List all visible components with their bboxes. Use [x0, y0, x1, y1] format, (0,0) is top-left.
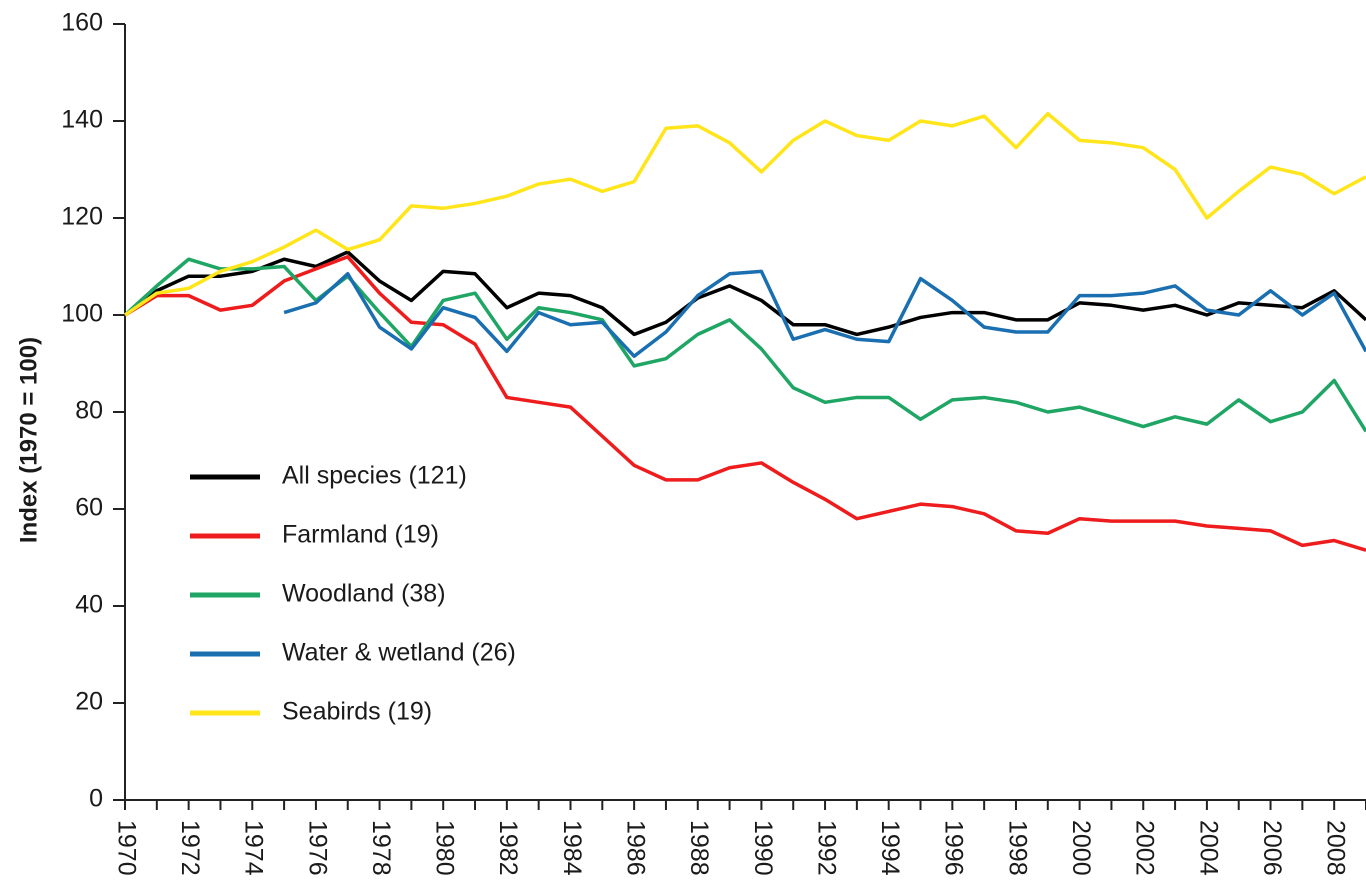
x-tick-label: 1982: [494, 820, 522, 876]
x-tick-label: 1972: [176, 820, 204, 876]
x-tick-label: 1976: [303, 820, 331, 876]
legend-label: Seabirds (19): [282, 698, 432, 726]
y-tick-label: 120: [61, 203, 103, 231]
y-tick-label: 20: [75, 688, 103, 716]
x-tick-label: 1978: [367, 820, 395, 876]
series-line: [123, 257, 1366, 433]
x-tick-label: 1970: [112, 820, 140, 876]
legend-label: All species (121): [282, 462, 467, 490]
series-line: [123, 250, 1366, 337]
x-tick-label: 1998: [1003, 820, 1031, 876]
y-tick-label: 140: [61, 106, 103, 134]
x-tick-label: 2004: [1194, 820, 1222, 876]
x-tick-label: 2008: [1322, 820, 1350, 876]
x-tick-label: 1980: [431, 820, 459, 876]
legend-label: Farmland (19): [282, 521, 439, 549]
x-tick-label: 1992: [812, 820, 840, 876]
series-line: [124, 255, 1366, 552]
x-tick-label: 1988: [685, 820, 713, 876]
y-tick-label: 60: [75, 494, 103, 522]
x-tick-label: 1974: [240, 820, 268, 876]
series-line: [283, 269, 1366, 358]
y-tick-label: 100: [61, 300, 103, 328]
y-tick-label: 0: [89, 785, 103, 813]
x-tick-label: 2000: [1067, 820, 1095, 876]
x-tick-label: 1990: [749, 820, 777, 876]
series-line: [124, 111, 1366, 317]
x-tick-label: 2006: [1258, 820, 1286, 876]
x-tick-label: 1986: [622, 820, 650, 876]
x-tick-label: 2002: [1131, 820, 1159, 876]
legend-label: Water & wetland (26): [282, 639, 516, 667]
legend-label: Woodland (38): [282, 580, 446, 608]
y-tick-label: 80: [75, 397, 103, 425]
x-tick-label: 1996: [940, 820, 968, 876]
y-tick-label: 40: [75, 591, 103, 619]
y-tick-label: 160: [61, 9, 103, 37]
y-axis-label: Index (1970 = 100): [15, 337, 42, 543]
x-tick-label: 1984: [558, 820, 586, 876]
x-tick-label: 1994: [876, 820, 904, 876]
